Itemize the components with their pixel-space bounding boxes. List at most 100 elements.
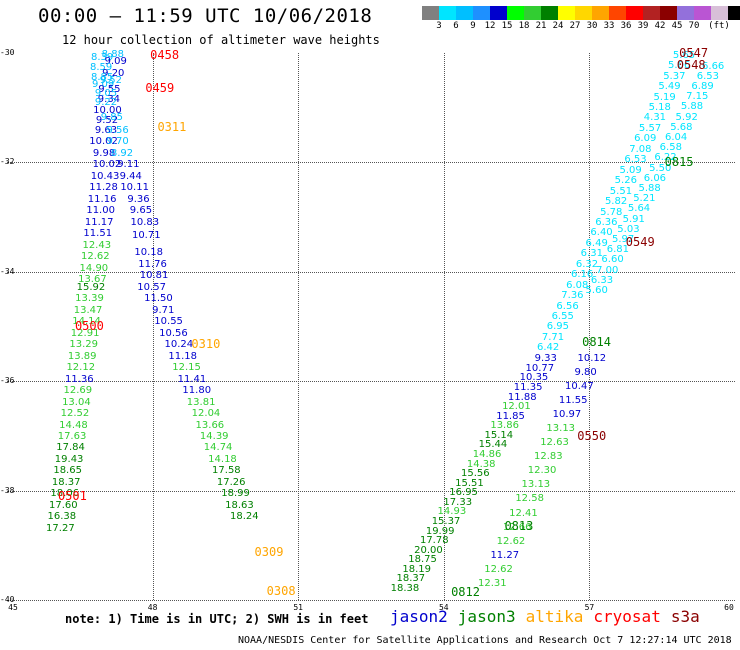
- wave-height-value: 16.38: [47, 511, 77, 523]
- wave-height-value: 17.58: [212, 465, 241, 477]
- wave-height-value: 9.71: [152, 304, 175, 316]
- wave-height-value: 7.15: [686, 91, 709, 103]
- wave-height-value: 9.36: [127, 193, 150, 205]
- pass-time-label: 0812: [451, 585, 480, 600]
- wave-height-value: 6.58: [659, 142, 682, 154]
- colorbar-label: 33: [603, 21, 615, 31]
- wave-height-value: 9.09: [104, 56, 127, 68]
- wave-height-value: 17.60: [48, 499, 78, 511]
- wave-height-value: 11.88: [507, 391, 537, 403]
- wave-height-value: 15.14: [484, 429, 514, 441]
- colorbar-swatch: [711, 6, 728, 20]
- wave-height-value: 11.85: [496, 410, 525, 422]
- wave-height-value: 14.93: [437, 506, 467, 518]
- wave-height-value: 5.64: [627, 203, 651, 215]
- wave-height-value: 6.89: [691, 81, 714, 93]
- wave-height-value: 8.59: [90, 61, 113, 73]
- colorbar-label: 12: [484, 21, 496, 31]
- wave-height-value: 13.86: [490, 420, 519, 432]
- latitude-tick-label: -30: [0, 48, 15, 57]
- pass-time-label: 0549: [625, 234, 655, 249]
- longitude-gridline: [298, 53, 300, 600]
- longitude-tick-label: 51: [293, 603, 304, 612]
- pass-time-label: 0813: [504, 518, 534, 533]
- map-title: 00:00 – 11:59 UTC 10/06/2018: [38, 5, 373, 27]
- longitude-tick-label: 57: [584, 603, 595, 612]
- longitude-tick-label: 48: [147, 603, 158, 612]
- colorbar-label: 18: [518, 21, 530, 31]
- wave-height-value: 4.31: [643, 112, 667, 124]
- wave-height-value: 6.53: [696, 70, 719, 82]
- wave-height-value: 11.41: [177, 373, 207, 385]
- colorbar-swatch: [524, 6, 541, 20]
- wave-height-value: 6.60: [601, 254, 624, 266]
- colorbar-swatch: [558, 6, 575, 20]
- colorbar-swatch: [507, 6, 524, 20]
- wave-height-value: 18.75: [408, 554, 437, 566]
- wave-height-value: 10.18: [134, 247, 164, 259]
- wave-height-value: 9.70: [106, 136, 129, 148]
- colorbar-swatch: [660, 6, 677, 20]
- longitude-gridline: [589, 53, 591, 600]
- wave-height-value: 12.66: [502, 521, 532, 533]
- wave-height-value: 17.33: [443, 496, 473, 508]
- colorbar-label: 42: [654, 21, 666, 31]
- wave-height-value: 7.36: [561, 290, 584, 302]
- wave-height-value: 13.47: [73, 304, 103, 316]
- colorbar-swatch: [728, 6, 740, 20]
- wave-height-value: 13.13: [521, 479, 551, 491]
- pass-time-label: 0547: [679, 46, 709, 60]
- wave-height-value: 15.92: [76, 281, 106, 293]
- wave-height-value: 5.60: [585, 284, 608, 296]
- latitude-tick-label: -34: [0, 266, 15, 276]
- satellite-legend: jason2 jason3 altika cryosat s3a: [390, 607, 710, 626]
- pass-time-label: 0311: [157, 119, 187, 134]
- longitude-gridline: [443, 53, 445, 600]
- wave-height-value: 9.11: [117, 159, 140, 171]
- wave-height-value: 18.19: [402, 563, 432, 575]
- wave-height-value: 10.56: [159, 327, 188, 339]
- wave-height-value: 7.00: [596, 264, 619, 276]
- latitude-gridline: [7, 381, 735, 383]
- wave-height-value: 5.18: [648, 101, 671, 113]
- wave-height-value: 5.92: [675, 111, 698, 123]
- wave-height-value: 13.29: [69, 339, 98, 351]
- wave-height-value: 10.83: [130, 216, 160, 228]
- latitude-gridline: [7, 271, 735, 273]
- wave-height-value: 19.99: [425, 525, 455, 537]
- wave-height-value: 12.62: [81, 251, 110, 263]
- wave-height-value: 12.52: [60, 408, 90, 420]
- wave-height-value: 12.41: [509, 507, 538, 519]
- colorbar-swatch: [694, 6, 711, 20]
- wave-height-value: 20.00: [414, 544, 443, 556]
- wave-height-value: 15.56: [461, 468, 490, 480]
- wave-height-value: 18.37: [51, 476, 81, 488]
- pass-time-label: 0548: [676, 58, 706, 73]
- colorbar-label: 70: [688, 21, 700, 31]
- wave-height-value: 6.09: [634, 133, 657, 145]
- wave-height-value: 12.62: [484, 563, 513, 575]
- wave-height-value: 10.35: [519, 372, 549, 384]
- longitude-tick-label: 45: [8, 603, 18, 612]
- wave-height-value: 6.55: [551, 311, 574, 323]
- wave-height-value: 10.77: [525, 362, 555, 374]
- wave-height-value: 12.15: [172, 362, 201, 374]
- wave-height-value: 12.43: [82, 239, 112, 251]
- latitude-gridline: [7, 162, 735, 164]
- wave-height-value: 5.06: [668, 60, 691, 72]
- wave-height-value: 14.86: [472, 449, 502, 461]
- legend-entry-cryosat: cryosat: [593, 607, 661, 626]
- wave-height-value: 9.63: [94, 125, 118, 137]
- wave-height-value: 9.22: [94, 97, 118, 109]
- wave-height-value: 15.44: [478, 439, 508, 451]
- wave-height-value: 10.47: [565, 381, 594, 393]
- wave-height-value: 5.68: [670, 121, 693, 133]
- wave-height-value: 11.55: [558, 395, 588, 407]
- wave-height-value: 14.18: [208, 453, 237, 465]
- wave-height-value: 5.19: [653, 91, 676, 103]
- colorbar-label: 30: [586, 21, 598, 31]
- colorbar-label: 15: [501, 21, 513, 31]
- wave-height-value: 14.74: [203, 442, 233, 454]
- wave-height-value: 12.31: [478, 577, 507, 589]
- wave-height-value: 6.95: [546, 321, 569, 333]
